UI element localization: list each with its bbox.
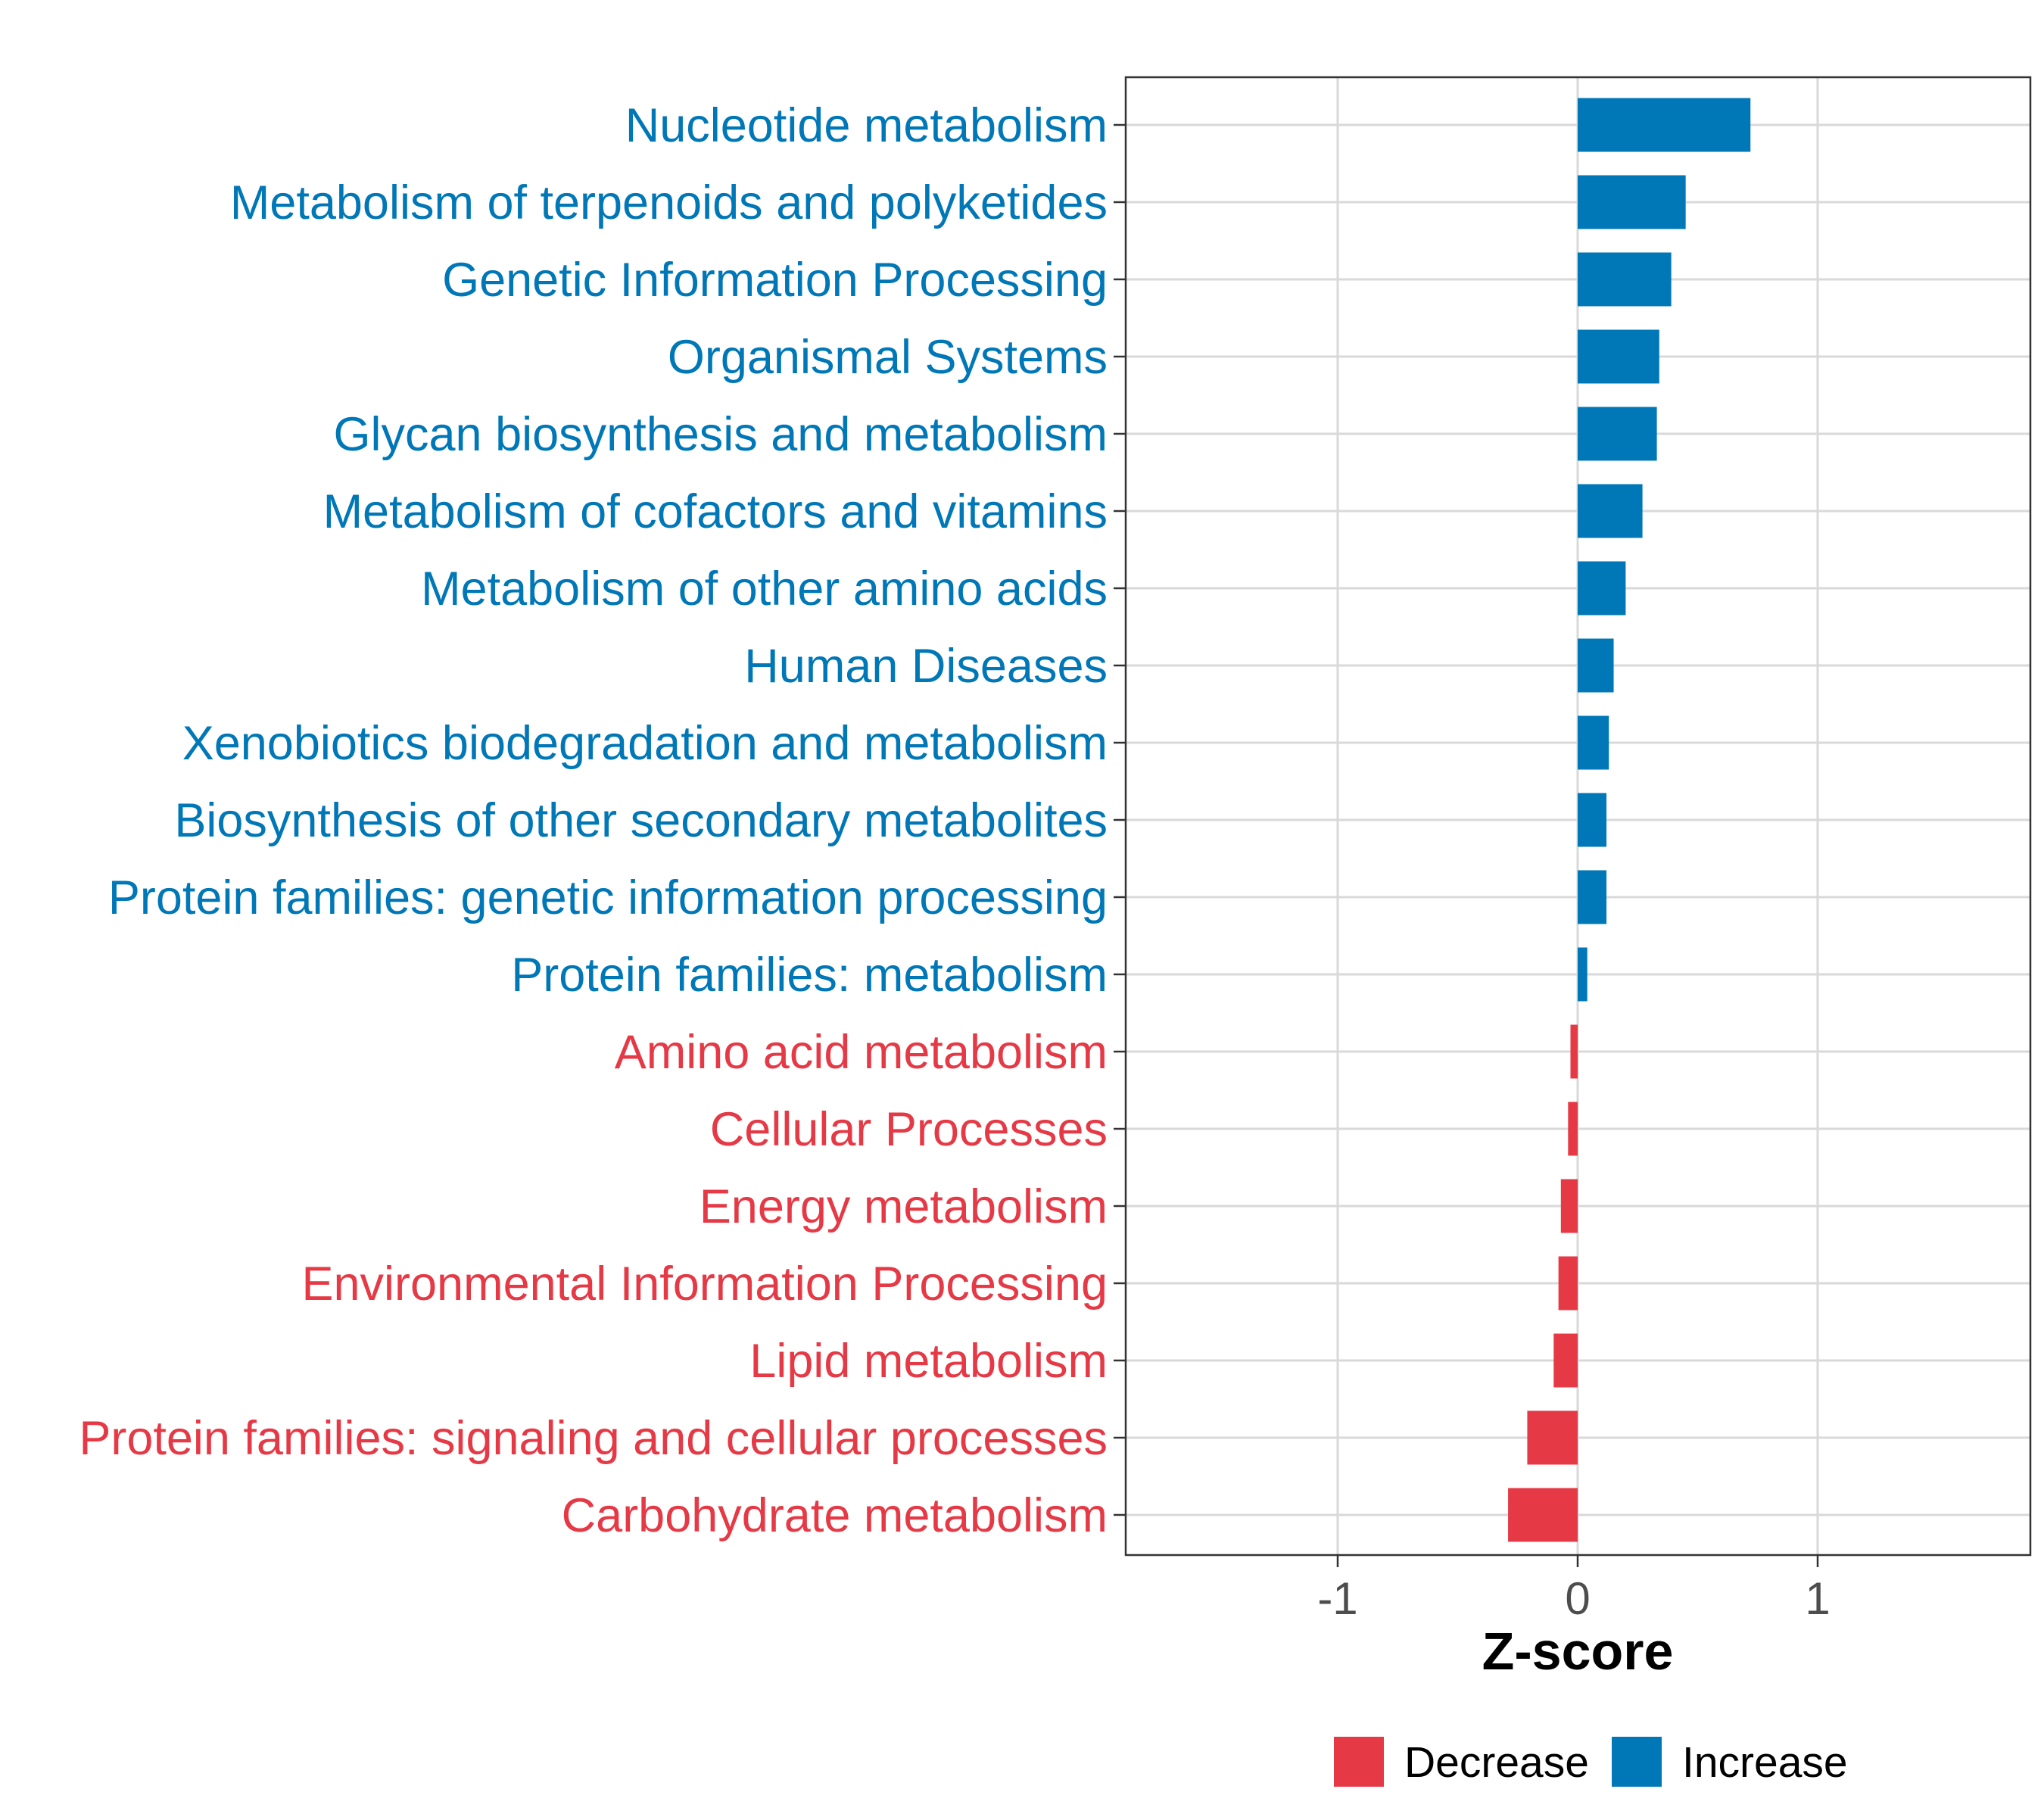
legend-label-increase: Increase	[1682, 1738, 1848, 1787]
category-label: Glycan biosynthesis and metabolism	[334, 408, 1108, 461]
category-label: Genetic Information Processing	[442, 254, 1108, 307]
category-label: Metabolism of terpenoids and polyketides	[230, 176, 1108, 229]
bar	[1578, 484, 1643, 538]
category-label: Cellular Processes	[710, 1103, 1108, 1156]
legend-label-decrease: Decrease	[1404, 1738, 1589, 1787]
x-axis-title: Z-score	[1482, 1622, 1674, 1681]
category-label: Carbohydrate metabolism	[562, 1489, 1108, 1542]
bar	[1558, 1256, 1578, 1311]
category-label: Lipid metabolism	[749, 1335, 1108, 1388]
category-label: Protein families: genetic information pr…	[108, 871, 1108, 924]
category-label: Metabolism of cofactors and vitamins	[323, 485, 1108, 538]
category-label: Metabolism of other amino acids	[421, 563, 1108, 616]
bar	[1578, 561, 1626, 616]
category-label: Environmental Information Processing	[301, 1258, 1108, 1311]
x-tick-label: -1	[1317, 1573, 1357, 1624]
category-label: Biosynthesis of other secondary metaboli…	[174, 794, 1108, 847]
legend: Decrease Increase	[1334, 1737, 1848, 1787]
x-axis-ticks	[1336, 1555, 1819, 1567]
y-axis-ticks	[1114, 123, 1126, 1516]
bar	[1527, 1410, 1578, 1465]
category-label: Xenobiotics biodegradation and metabolis…	[182, 717, 1108, 770]
bar	[1578, 715, 1609, 770]
category-label: Energy metabolism	[700, 1180, 1108, 1233]
bar	[1578, 638, 1614, 693]
bar	[1578, 252, 1672, 307]
bar	[1578, 98, 1751, 152]
bar	[1508, 1488, 1578, 1542]
category-label: Organismal Systems	[668, 331, 1108, 384]
bar	[1578, 329, 1659, 384]
bar	[1578, 870, 1607, 924]
bar	[1553, 1333, 1578, 1388]
bar	[1578, 175, 1686, 229]
x-tick-label: 0	[1565, 1573, 1590, 1624]
bar	[1578, 407, 1657, 461]
legend-swatch-increase	[1612, 1737, 1662, 1787]
x-axis-labels: -1 0 1	[1317, 1573, 1830, 1624]
bar	[1568, 1102, 1578, 1156]
category-label: Protein families: signaling and cellular…	[79, 1412, 1108, 1465]
bar	[1578, 947, 1588, 1002]
bar	[1560, 1179, 1578, 1233]
legend-swatch-decrease	[1334, 1737, 1384, 1787]
y-axis-labels: Nucleotide metabolism Metabolism of terpe…	[79, 99, 1108, 1542]
category-label: Human Diseases	[744, 640, 1108, 693]
bar	[1578, 793, 1607, 847]
bar	[1570, 1024, 1578, 1079]
category-label: Protein families: metabolism	[511, 949, 1108, 1002]
bars	[1508, 98, 1751, 1542]
x-tick-label: 1	[1805, 1573, 1830, 1624]
category-label: Nucleotide metabolism	[625, 99, 1108, 152]
category-label: Amino acid metabolism	[615, 1026, 1108, 1079]
